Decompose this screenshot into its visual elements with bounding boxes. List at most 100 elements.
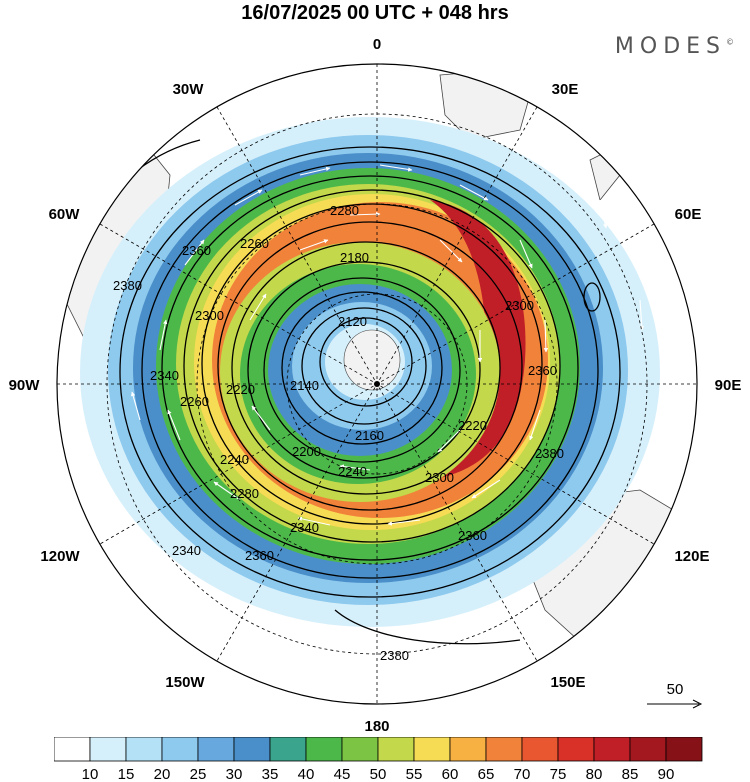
wind-shade-jet-core [430,200,526,480]
colorbar-tick-label: 80 [586,766,603,781]
contour-label: 2160 [355,428,384,443]
lon-label-150e: 150E [550,674,585,691]
wind-reference-arrowhead [692,699,703,709]
contour-label: 2340 [172,543,201,558]
contour-label: 2180 [340,250,369,265]
contour-label: 2220 [458,418,487,433]
wind-arrow [251,405,271,431]
contour-label: 2360 [528,363,557,378]
wind-arrow [543,319,549,353]
colorbar-swatch [665,737,703,762]
contour-label: 2300 [195,308,224,323]
contour-label: 2300 [505,298,534,313]
colorbar-swatch [54,737,91,762]
contour-line [583,282,601,312]
contour-line [217,221,523,511]
contour-line [183,189,561,543]
wind-arrow [155,561,181,581]
contour-line [141,161,599,579]
wind-arrow [349,211,381,217]
colorbar-swatch [89,737,127,762]
colorbar-swatch [305,737,343,762]
colorbar-swatch [161,737,199,762]
colorbar-swatch [233,737,271,762]
wind-vectors [130,164,644,581]
colorbar-tick-label: 40 [298,766,315,781]
wind-arrow [159,319,168,351]
wind-arrow [519,239,533,269]
contour-label: 2380 [113,278,142,293]
lon-label-120e: 120E [674,548,709,565]
colorbar-tick-label: 90 [658,766,675,781]
contour-label: 2240 [338,464,367,479]
colorbar-swatch [341,737,379,762]
colorbar-swatch [629,737,667,762]
colorbar-swatch [197,737,235,762]
colorbar-swatch [449,737,487,762]
wind-arrow [459,184,489,201]
brand-logo: MODES© [615,34,734,59]
lon-label-60e: 60E [675,206,702,223]
contour-label: 2380 [535,446,564,461]
contour-line [247,261,481,479]
contour-label: 2340 [290,520,319,535]
contour-label: 2280 [330,203,359,218]
colorbar-swatch [557,737,595,762]
colorbar-swatch [521,737,559,762]
lon-label-120w: 120W [40,548,80,565]
contour-label: 2360 [245,548,274,563]
height-contours [89,139,621,645]
contour-label: 2260 [240,236,269,251]
contour-labels: 2380 2360 2340 2300 2280 2260 2240 2220 … [113,203,564,663]
brand-mark: © [726,37,734,47]
colorbar-tick-label: 50 [370,766,387,781]
wind-arrow [437,429,461,453]
colorbar-swatch [593,737,631,762]
contour-label: 2340 [150,368,179,383]
colorbar-tick-label: 75 [550,766,567,781]
contour-line [119,146,621,598]
lon-label-30e: 30E [552,81,579,98]
wind-arrow [529,409,541,441]
wind-arrow [130,391,141,421]
polar-map: 2380 2360 2340 2300 2280 2260 2240 2220 … [9,36,742,735]
brand-name: MODES [614,34,726,59]
map-title: 16/07/2025 00 UTC + 048 hrs [241,2,509,24]
contour-label: 2120 [338,314,367,329]
wind-arrow [213,481,241,501]
wind-arrow [439,239,463,263]
contour-label: 2360 [182,243,211,258]
colorbar-swatch [269,737,307,762]
wind-reference: 50 [647,681,703,709]
contour-line [281,291,443,445]
wind-arrow [339,464,371,471]
lon-label-30w: 30W [173,81,205,98]
colorbar-tick-label: 10 [82,766,99,781]
wind-arrow [639,299,644,331]
lon-label-90w: 90W [9,377,41,394]
wind-arrow [387,519,421,526]
colorbar-tick-label: 30 [226,766,243,781]
lon-label-180: 180 [364,718,389,735]
contour-label: 2140 [290,378,319,393]
colorbar-tick-label: 55 [406,766,423,781]
colorbar-swatch [377,737,415,762]
lon-label-90e: 90E [715,377,742,394]
colorbar-swatch [485,737,523,762]
map-disc: 2380 2360 2340 2300 2280 2260 2240 2220 … [57,64,697,704]
colorbar-tick-label: 65 [478,766,495,781]
colorbar-tick-label: 85 [622,766,639,781]
contour-line [263,277,461,463]
antarctica-landmass [343,329,401,391]
lon-label-0: 0 [373,36,381,53]
wind-arrow [599,199,608,229]
contour-line [301,307,427,425]
contour-label: 2280 [230,486,259,501]
lon-label-150w: 150W [165,674,205,691]
colorbar-tick-label: 45 [334,766,351,781]
colorbar-tick-label: 25 [190,766,207,781]
colorbar-tick-label: 35 [262,766,279,781]
south-pole-marker [374,381,380,387]
contour-line [231,241,501,495]
contour-label: 2240 [220,452,249,467]
